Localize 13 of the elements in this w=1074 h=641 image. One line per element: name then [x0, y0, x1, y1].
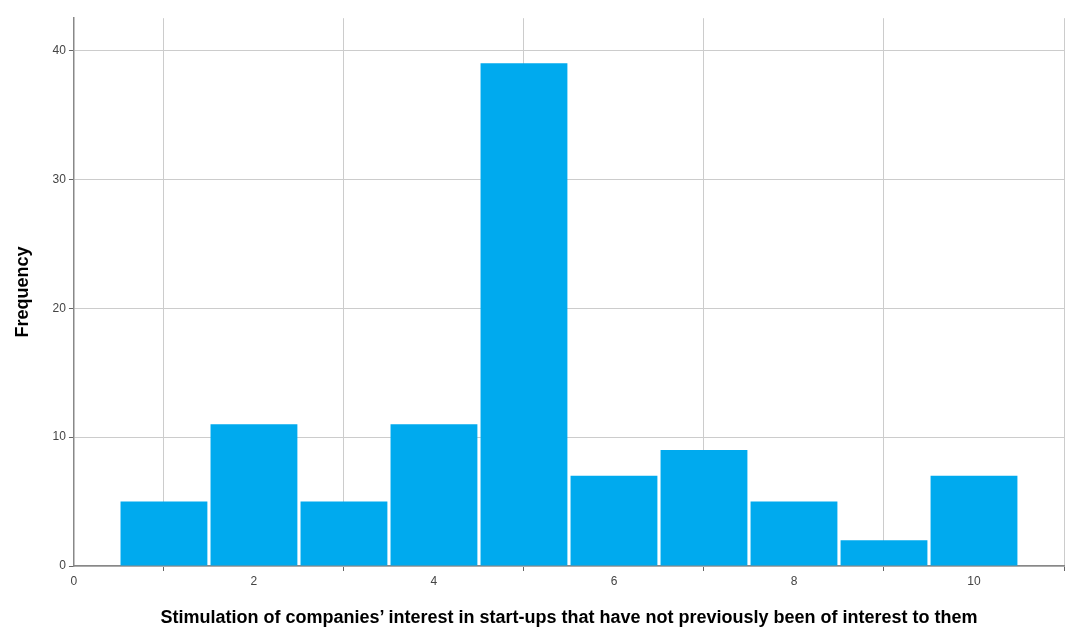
y-tick-label: 40 — [52, 42, 67, 57]
y-tick-label: 30 — [52, 171, 67, 186]
x-tick-label: 8 — [790, 573, 798, 588]
x-tick-label: 2 — [250, 573, 258, 588]
y-axis-title: Frequency — [11, 246, 32, 338]
y-tick-label: 20 — [52, 300, 67, 315]
x-tick-label: 10 — [967, 573, 981, 588]
y-tick-label: 10 — [52, 429, 67, 444]
x-tick-label: 4 — [430, 573, 438, 588]
x-tick-label: 0 — [70, 573, 78, 588]
y-tick-label: 0 — [59, 558, 67, 573]
x-axis-title: Stimulation of companies’ interest in start-ups that have not previously been of interest to them — [160, 607, 978, 628]
x-tick-label: 6 — [610, 573, 618, 588]
